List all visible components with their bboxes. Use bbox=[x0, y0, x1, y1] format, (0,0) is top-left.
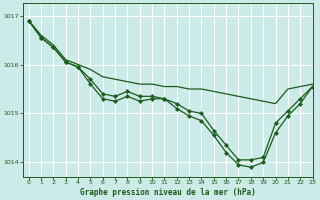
X-axis label: Graphe pression niveau de la mer (hPa): Graphe pression niveau de la mer (hPa) bbox=[80, 188, 255, 197]
